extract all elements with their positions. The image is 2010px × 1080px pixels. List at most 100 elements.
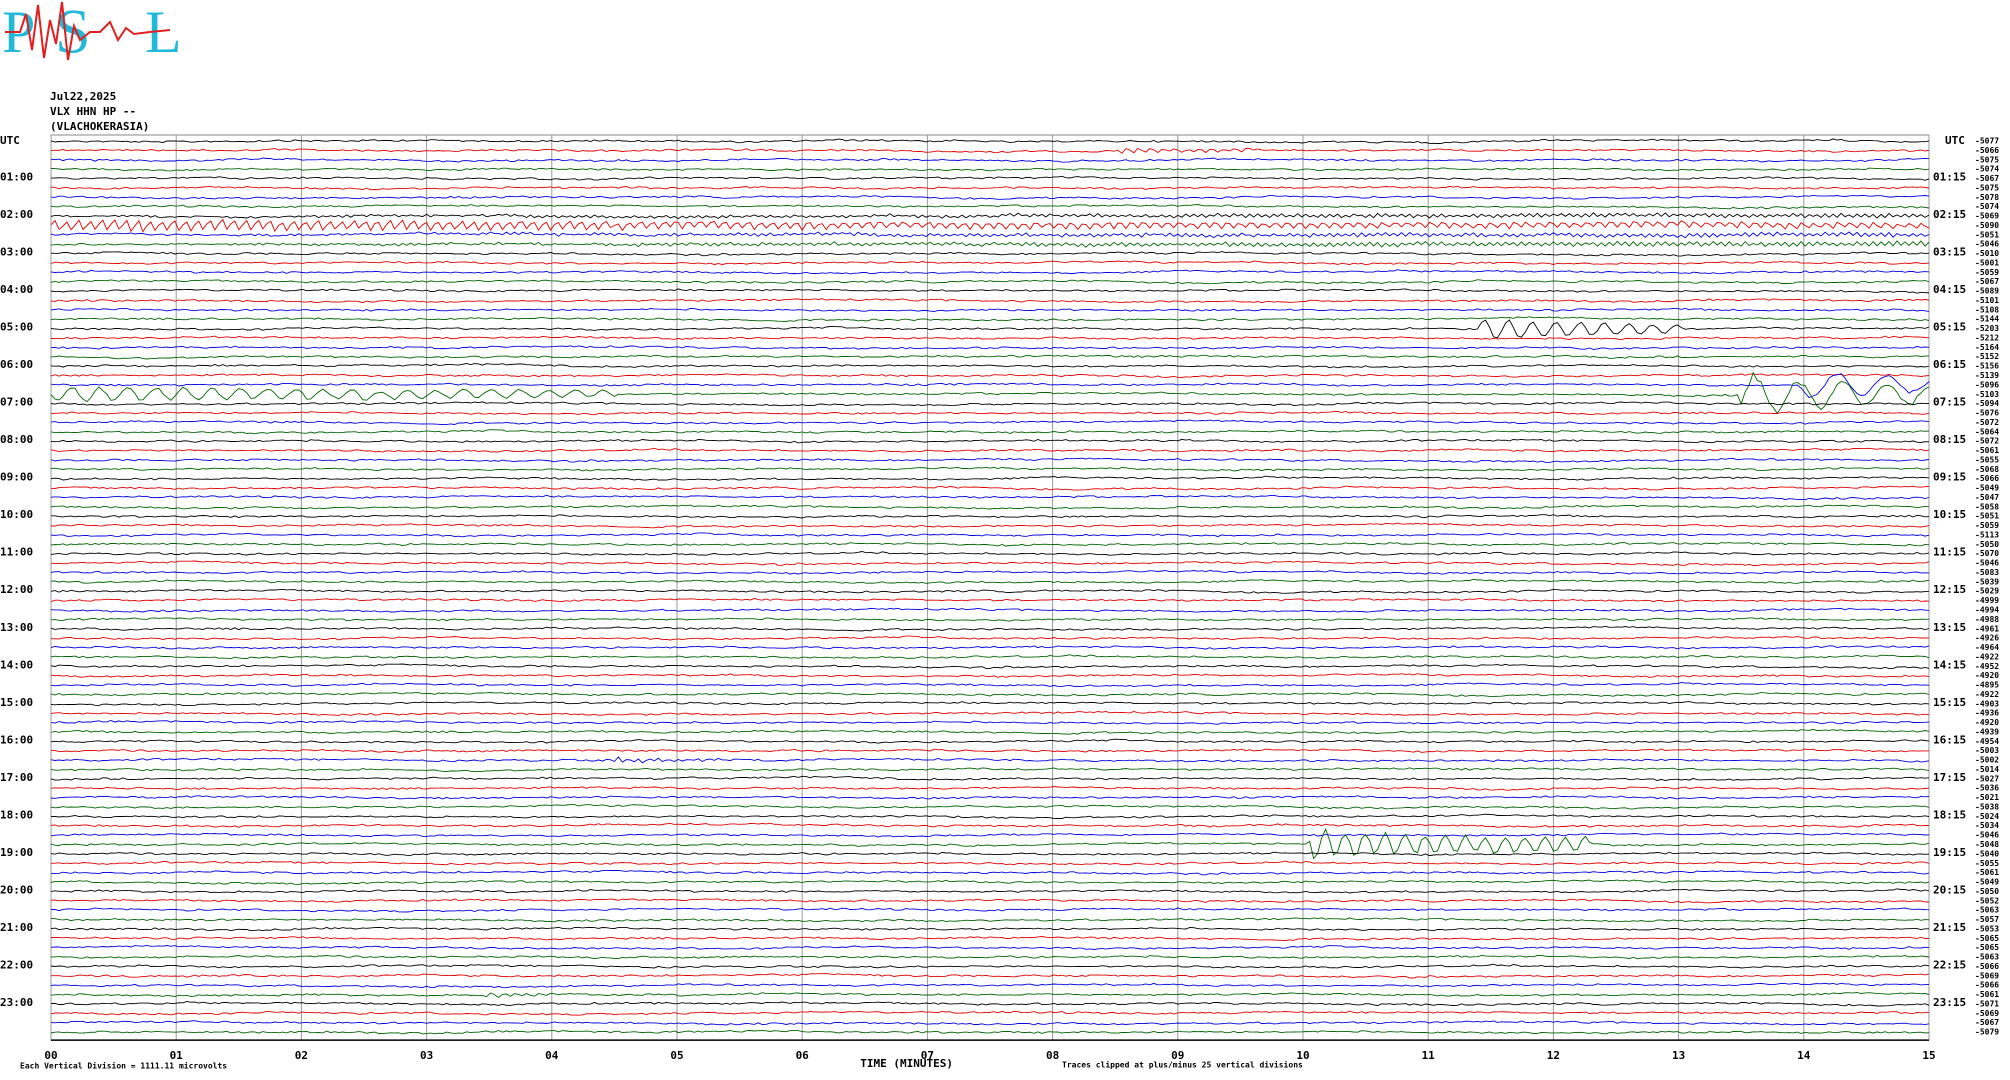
right-hour-label: 19:15 [1933,846,1966,859]
trace-offset: -5058 [1975,502,1999,511]
trace-offset: -5061 [1975,446,1999,455]
trace-offset: -4895 [1975,681,1999,690]
trace-offset: -4903 [1975,699,1999,708]
trace [51,514,1930,519]
x-tick-label: 08 [1046,1049,1059,1062]
trace [51,973,1930,979]
trace-offset: -5144 [1975,315,1999,324]
trace-offset: -5094 [1975,399,1999,408]
left-hour-label: 14:00 [0,658,33,671]
trace-offset: -5075 [1975,155,1999,164]
trace [50,438,1930,444]
plot-frame [50,134,1930,1041]
trace [50,204,1930,210]
trace [50,1010,1930,1016]
trace-offset: -5065 [1975,934,1999,943]
trace [50,681,1930,688]
trace [51,907,1930,913]
right-hour-label: 04:15 [1933,283,1966,296]
trace-offset: -5067 [1975,174,1999,183]
trace [50,560,1930,567]
trace-offset: -5067 [1975,1018,1999,1027]
trace-offset: -5072 [1975,418,1999,427]
trace [50,786,1930,791]
trace-offset: -5046 [1975,559,1999,568]
x-tick-label: 05 [670,1049,683,1062]
trace-offset: -5076 [1975,409,1999,418]
x-tick-label: 03 [420,1049,433,1062]
trace-offset: -5101 [1975,296,1999,305]
trace-offset: -5046 [1975,831,1999,840]
trace [50,578,1930,584]
x-tick-label: 04 [545,1049,559,1062]
x-tick-label: 11 [1422,1049,1436,1062]
trace [50,457,1930,463]
trace-offset: -4952 [1975,662,1999,671]
trace-offset: -4926 [1975,634,1999,643]
trace [50,218,1930,233]
trace [50,411,1930,416]
trace-offset: -5027 [1975,774,1999,783]
trace [50,260,1930,266]
trace-offset: -5096 [1975,380,1999,389]
trace [50,475,1930,481]
trace-offset: -5039 [1975,577,1999,586]
trace-offset: -5002 [1975,756,1999,765]
trace-offset: -5038 [1975,802,1999,811]
trace [50,673,1930,678]
trace-offset: -5067 [1975,277,1999,286]
trace [50,936,1930,941]
trace-offset: -4961 [1975,624,1999,633]
trace [50,307,1930,313]
trace [50,279,1930,285]
trace [50,654,1930,660]
trace [50,175,1930,181]
trace [50,963,1930,969]
trace-offset: -5077 [1975,137,1999,146]
trace [50,982,1930,989]
trace-offset: -5070 [1975,549,1999,558]
trace [50,401,1930,407]
right-hour-label: 09:15 [1933,471,1966,484]
trace [50,231,1930,239]
trace [50,319,1930,339]
trace [50,720,1930,725]
trace [50,466,1930,472]
trace-offset: -5050 [1975,540,1999,549]
trace [50,991,1930,999]
trace-offset: -5139 [1975,371,1999,380]
left-hour-label: 10:00 [0,508,33,521]
trace-offset: -5059 [1975,268,1999,277]
left-hour-label: 19:00 [0,846,33,859]
left-axis-title: UTC [0,134,20,147]
x-tick-label: 01 [170,1049,184,1062]
trace [50,944,1930,950]
trace [50,869,1930,876]
trace-offset: -5049 [1975,878,1999,887]
trace-offset: -5063 [1975,906,1999,915]
trace-offset: -5152 [1975,352,1999,361]
trace [50,748,1930,753]
trace [50,926,1929,932]
left-hour-label: 21:00 [0,921,33,934]
trace [50,373,1930,378]
traces [50,138,1930,1035]
trace [50,756,1930,764]
left-hour-label: 08:00 [0,433,33,446]
trace [50,597,1930,603]
trace-offset: -5040 [1975,849,1999,858]
right-hour-label: 01:15 [1933,171,1966,184]
trace [50,504,1930,510]
trace-offset: -5029 [1975,587,1999,596]
trace-offset: -5079 [1975,1028,1999,1037]
trace-offset: -5048 [1975,840,1999,849]
location: (VLACHOKERASIA) [50,120,149,133]
trace [50,738,1930,744]
right-hour-label: 07:15 [1933,396,1966,409]
trace-offset: -5021 [1975,793,1999,802]
trace [50,335,1930,341]
left-hour-label: 18:00 [0,808,33,821]
trace [50,711,1930,716]
trace-offset: -5057 [1975,915,1999,924]
trace [50,167,1930,172]
